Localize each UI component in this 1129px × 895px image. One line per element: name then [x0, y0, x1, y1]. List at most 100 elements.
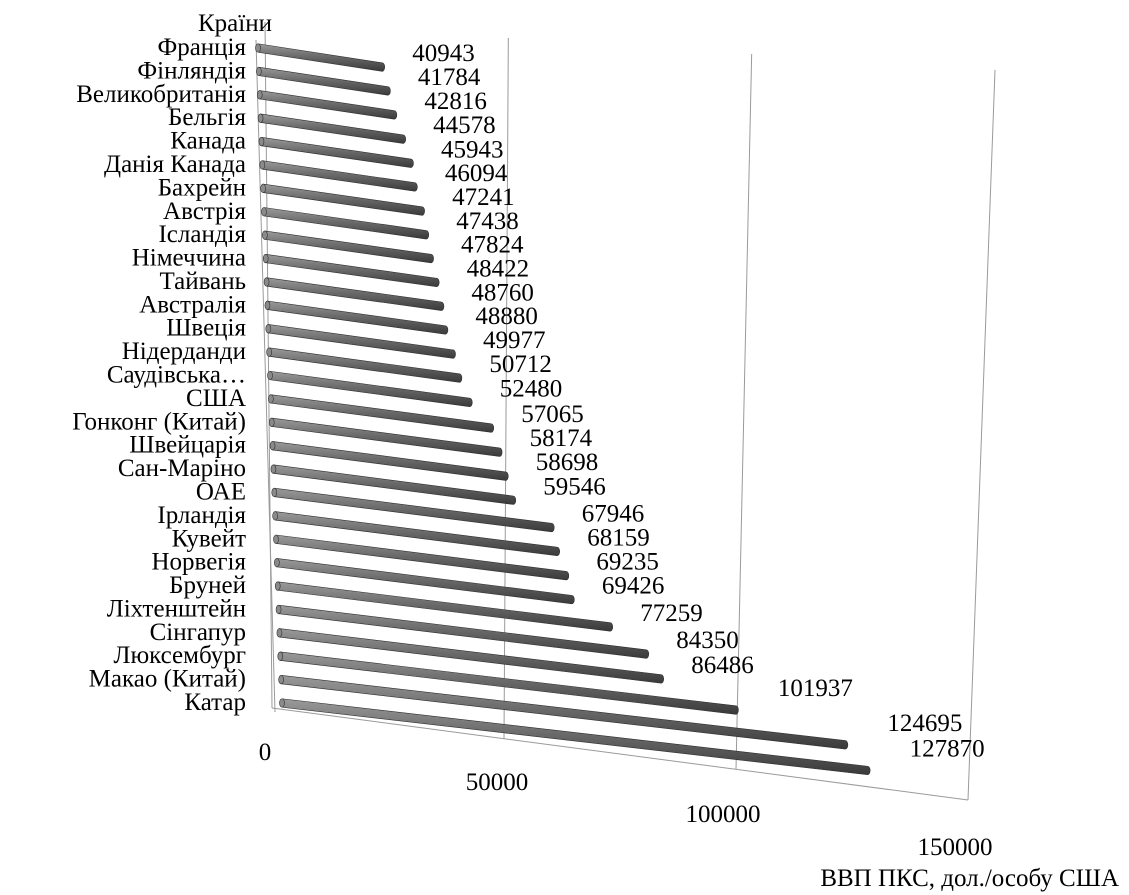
category-label: Норвегія [151, 549, 246, 576]
labels: 0 50000 100000 150000 Франція 40943 Фінляндія 4… [72, 34, 992, 861]
bar-cap [259, 160, 266, 170]
data-label: 41784 [418, 64, 481, 91]
x-tick-label: 0 [259, 739, 272, 766]
category-label: Кувейт [172, 525, 246, 552]
data-label: 84350 [676, 627, 739, 654]
gridline [735, 53, 753, 770]
category-label: Тайвань [160, 268, 246, 295]
data-label: 57065 [521, 401, 584, 428]
bar-cap [268, 394, 274, 404]
bar-cap [256, 90, 263, 100]
data-label: 127870 [910, 735, 985, 762]
bar [267, 300, 449, 335]
bar [273, 464, 517, 505]
data-label: 47824 [461, 232, 524, 259]
category-label: Люксембург [114, 642, 247, 669]
data-label: 52480 [500, 375, 563, 402]
bar-cap [258, 137, 265, 147]
data-label: 48880 [475, 303, 538, 330]
bar [257, 43, 385, 72]
category-label: Гонконг (Китай) [72, 408, 246, 435]
bar-cap [268, 417, 275, 427]
category-label: Саудівська… [107, 362, 246, 389]
x-axis-line [271, 707, 969, 801]
bar-cap [255, 43, 261, 53]
category-label: Сінгапур [150, 619, 246, 646]
category-label: Бельгія [168, 104, 247, 131]
bar-cap [276, 628, 283, 638]
bar-cap [278, 675, 284, 685]
category-label: США [186, 385, 246, 412]
bar [262, 183, 425, 216]
data-label: 44578 [433, 112, 496, 139]
y-axis-title: Країни [198, 10, 272, 37]
gridline [967, 69, 996, 801]
gridline [503, 37, 509, 739]
bar-cap [272, 511, 278, 521]
data-label: 47241 [452, 184, 514, 211]
bar-cap [262, 230, 268, 240]
data-label: 59546 [543, 473, 606, 500]
x-tick-label: 50000 [466, 769, 529, 796]
bar-cap [257, 113, 264, 123]
x-tick-label: 150000 [918, 834, 993, 861]
bars [255, 43, 871, 776]
bar [280, 675, 849, 750]
bar [274, 511, 560, 557]
bar [266, 277, 445, 311]
bar [263, 207, 430, 240]
data-label: 48760 [471, 279, 534, 306]
bar-cap [274, 558, 280, 568]
data-label: 67946 [582, 501, 645, 528]
bar-cap [262, 253, 269, 264]
bar-cap [275, 604, 282, 614]
category-label: Франція [157, 34, 246, 61]
category-label: Нідерданди [122, 338, 246, 365]
bar [276, 558, 575, 605]
bar [275, 534, 570, 581]
data-label: 42816 [424, 88, 487, 115]
bar [271, 417, 503, 457]
data-label: 40943 [412, 40, 475, 67]
bar-cap [270, 464, 277, 474]
bar [258, 66, 391, 96]
gridline [264, 21, 273, 709]
category-label: Ліхтенштейн [107, 595, 246, 622]
category-label: Сан-Маріно [118, 455, 246, 482]
bar-cap [266, 347, 272, 357]
x-axis-title: ВВП ПКС, дол./особу США [820, 865, 1119, 892]
category-label: Австралія [139, 291, 246, 318]
data-label: 58174 [530, 425, 593, 452]
x-tick-label: 100000 [686, 801, 761, 828]
bar [268, 347, 463, 383]
data-label: 47438 [456, 208, 518, 235]
category-label: ОАЕ [196, 478, 246, 505]
category-label: Німеччина [132, 245, 246, 272]
data-label: 68159 [587, 524, 650, 551]
category-label: Данія Канада [104, 151, 246, 178]
bar [261, 160, 418, 192]
category-label: Макао (Китай) [89, 666, 246, 693]
bar-cap [256, 66, 262, 76]
category-label: Ірландія [157, 502, 246, 529]
data-label: 48422 [467, 255, 530, 282]
bar [270, 394, 495, 433]
category-label: Фінляндія [137, 57, 246, 84]
bar [261, 136, 414, 168]
bar-cap [269, 441, 276, 451]
bar [279, 651, 739, 715]
y-axis-line [255, 39, 276, 713]
category-label: Бахрейн [158, 174, 246, 201]
bar-cap [267, 370, 273, 381]
bar-cap [277, 651, 284, 661]
data-label: 124695 [887, 710, 962, 737]
bar-cap [273, 534, 279, 544]
data-label: 77259 [640, 600, 703, 627]
category-label: Австрія [163, 198, 246, 225]
bar [265, 253, 440, 288]
category-label: Катар [184, 689, 246, 716]
data-label: 101937 [778, 675, 853, 702]
bar [281, 698, 871, 776]
bar-cap [261, 207, 267, 217]
bar-cap [263, 277, 270, 287]
